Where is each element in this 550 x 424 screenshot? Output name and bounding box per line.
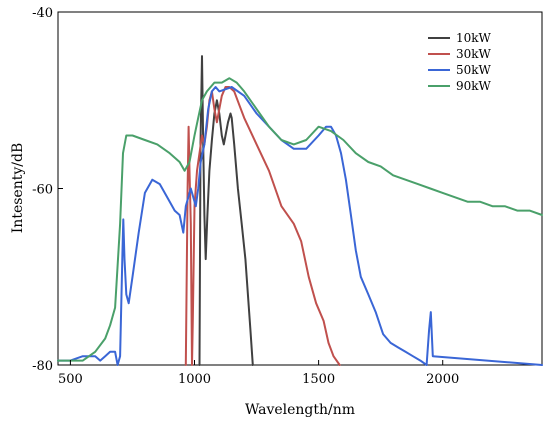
series-line-30kW: [184, 86, 341, 366]
y-tick-label: -60: [32, 183, 53, 198]
legend-label: 30kW: [456, 47, 492, 61]
series-layer: [57, 55, 543, 366]
x-tick-label: 500: [58, 372, 83, 387]
tick-layer: 500 1000 1500 2000 -40 -60 -80: [32, 6, 459, 387]
legend-label: 10kW: [456, 31, 492, 45]
y-axis-label: Intesenty/dB: [10, 143, 26, 233]
legend-label: 90kW: [456, 79, 492, 93]
x-axis-label: Wavelength/nm: [245, 402, 355, 418]
y-tick-label: -40: [32, 6, 53, 21]
x-tick-label: 1000: [178, 372, 211, 387]
y-tick-label: -80: [32, 359, 53, 374]
x-tick-label: 1500: [302, 372, 335, 387]
legend: 10kW 30kW 50kW 90kW: [428, 31, 492, 93]
series-line-50kW: [57, 86, 543, 366]
series-line-90kW: [57, 77, 543, 362]
x-tick-label: 2000: [426, 372, 459, 387]
legend-label: 50kW: [456, 63, 492, 77]
series-line-10kW: [198, 55, 254, 366]
